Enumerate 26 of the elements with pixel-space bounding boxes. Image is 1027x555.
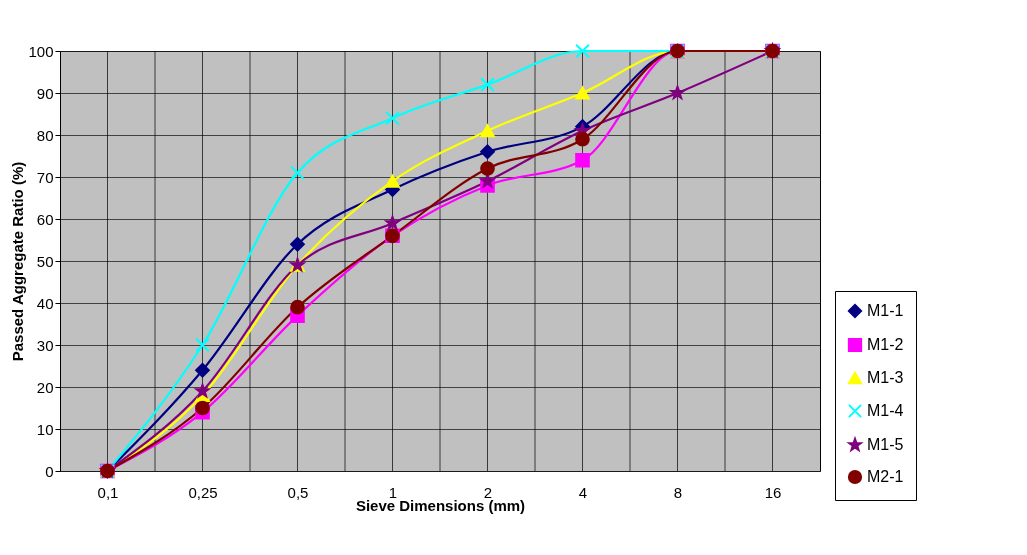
y-tick-label: 70: [36, 168, 54, 186]
y-tick-label: 30: [36, 336, 54, 354]
x-tick-label: 0,25: [188, 483, 218, 501]
legend-label: M1-2: [867, 336, 904, 353]
x-tick-label: 2: [483, 483, 493, 501]
x-tick-label: 1: [388, 483, 398, 501]
x-tick-label: 4: [578, 483, 588, 501]
y-tick-label: 80: [36, 126, 54, 144]
y-tick-label: 100: [28, 42, 54, 60]
y-tick-label: 20: [36, 378, 54, 396]
y-tick-label: 50: [36, 252, 54, 270]
y-tick-label: 60: [36, 210, 54, 228]
y-tick-label: 90: [36, 84, 54, 102]
legend-label: M1-3: [867, 369, 904, 386]
x-tick-label: 0,5: [287, 483, 309, 501]
legend-label: M1-1: [867, 302, 904, 319]
legend-label: M2-1: [867, 468, 904, 485]
legend-label: M1-5: [867, 436, 904, 453]
y-axis-title: Passed Aggregate Ratio (%): [9, 161, 27, 362]
x-tick-label: 16: [764, 483, 782, 501]
y-tick-label: 10: [36, 420, 54, 438]
x-tick-label: 8: [673, 483, 683, 501]
x-tick-label: 0,1: [97, 483, 119, 501]
y-tick-label: 40: [36, 294, 54, 312]
legend-label: M1-4: [867, 402, 904, 419]
y-tick-label: 0: [45, 462, 54, 480]
